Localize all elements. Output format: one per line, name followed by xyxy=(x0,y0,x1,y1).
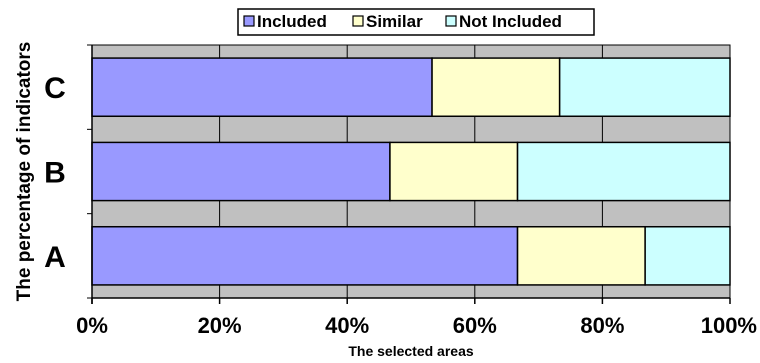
x-tick-label: 20% xyxy=(198,313,242,338)
x-tick-label: 0% xyxy=(76,313,108,338)
legend-swatch xyxy=(445,15,457,27)
bar-segment xyxy=(91,141,391,202)
bars xyxy=(91,57,731,286)
legend-label: Not Included xyxy=(459,12,562,31)
x-tick-labels: 0% 20% 40% 60% 80% 100% xyxy=(76,313,757,338)
legend: Included Similar Not Included xyxy=(237,8,595,36)
x-tick-label: 60% xyxy=(453,313,497,338)
category-label: B xyxy=(44,157,66,190)
legend-swatch xyxy=(352,15,364,27)
x-tick-label: 100% xyxy=(701,313,757,338)
bar-segment xyxy=(431,57,561,118)
category-labels: C B A xyxy=(44,72,66,274)
legend-label: Similar xyxy=(366,12,423,31)
bar-segment xyxy=(91,225,519,286)
legend-box xyxy=(237,8,595,36)
legend-swatch xyxy=(243,15,255,27)
bar-segment xyxy=(389,141,519,202)
bar-segment xyxy=(516,225,646,286)
legend-label: Included xyxy=(257,12,327,31)
bar-segment xyxy=(516,141,731,202)
category-label: A xyxy=(44,241,66,274)
bar-segment xyxy=(644,225,731,286)
y-axis-label: The percentage of indicators xyxy=(14,42,35,302)
bar-segment xyxy=(91,57,433,118)
x-tick-label: 40% xyxy=(325,313,369,338)
axes xyxy=(87,44,731,304)
category-label: C xyxy=(44,72,66,105)
x-axis-label: The selected areas xyxy=(348,343,474,359)
bar-segment xyxy=(558,57,731,118)
x-tick-label: 80% xyxy=(580,313,624,338)
